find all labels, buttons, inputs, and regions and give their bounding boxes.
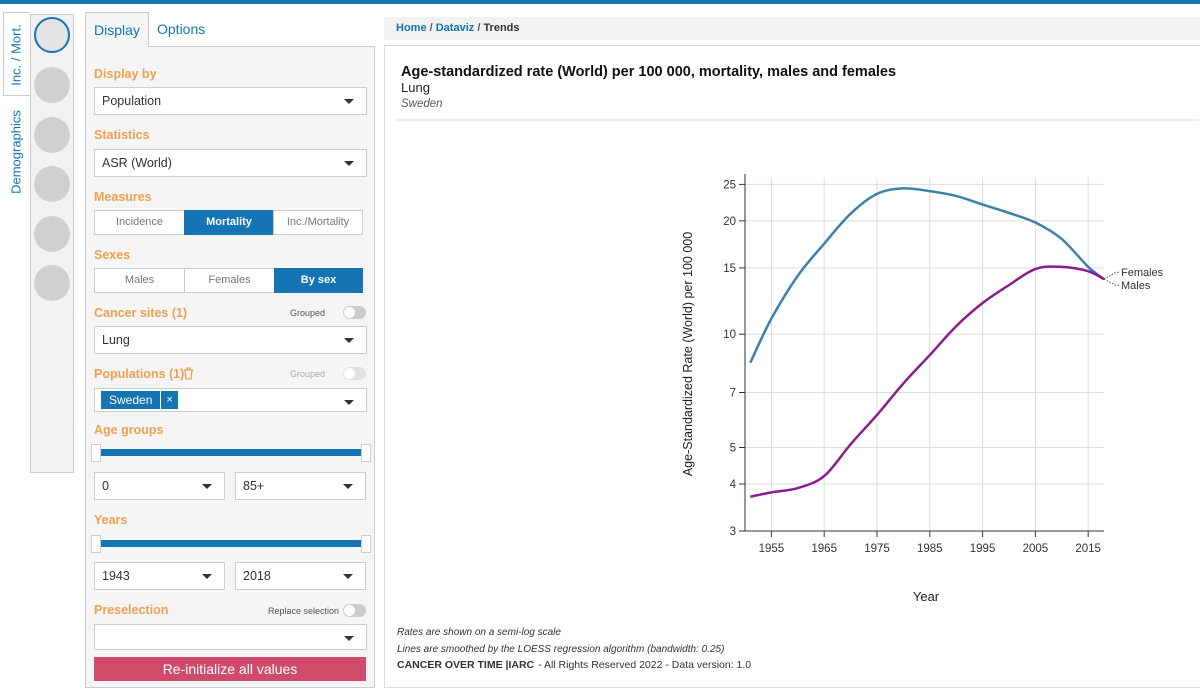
series-line	[749, 187, 1105, 364]
field-label: Age groups	[94, 423, 164, 437]
y-tick-label: 3	[730, 526, 736, 538]
series-label: Males	[1121, 280, 1151, 292]
segment-button[interactable]: Males	[94, 268, 185, 293]
select[interactable]	[94, 624, 367, 650]
x-tick-label: 2005	[1023, 543, 1049, 555]
breadcrumb-link[interactable]: Dataviz	[435, 22, 475, 34]
side-tab[interactable]: Inc. / Mort.	[8, 24, 24, 86]
series-label: Females	[1121, 267, 1164, 279]
footer-text: - All Rights Reserved 2022 - Data versio…	[538, 659, 751, 671]
view-icon[interactable]	[34, 67, 70, 103]
field-label: Populations (1)	[94, 367, 185, 381]
select[interactable]: ASR (World)	[94, 149, 367, 177]
y-tick-label: 5	[730, 442, 736, 454]
x-tick-label: 1975	[864, 543, 890, 555]
x-tick-label: 1995	[970, 543, 996, 555]
x-axis-label: Year	[913, 589, 940, 604]
select[interactable]: Population	[94, 87, 367, 115]
toggle[interactable]	[343, 604, 366, 617]
chart-title: Age-standardized rate (World) per 100 00…	[401, 64, 896, 80]
toggle-label: Grouped	[289, 308, 325, 318]
select[interactable]: 1943	[94, 562, 225, 590]
breadcrumb-current: Trends	[483, 22, 520, 34]
slider-handle[interactable]	[361, 535, 371, 553]
panel-tab-active[interactable]: Display	[85, 12, 149, 47]
view-icon[interactable]	[34, 17, 70, 53]
segment-button[interactable]: Mortality	[184, 210, 274, 235]
toggle[interactable]	[343, 306, 366, 319]
select[interactable]: 85+	[235, 472, 366, 500]
field-label: Sexes	[94, 248, 131, 262]
range-slider[interactable]	[91, 535, 371, 553]
y-tick-label: 15	[723, 263, 736, 275]
label-leader	[1103, 271, 1120, 280]
side-tab[interactable]: Demographics	[8, 110, 24, 194]
field-label: Cancer sites (1)	[94, 306, 188, 320]
y-tick-label: 10	[723, 329, 736, 341]
toggle-label: Replace selection	[267, 606, 339, 616]
trash-icon[interactable]	[183, 367, 194, 380]
tag-remove[interactable]: ×	[160, 391, 173, 409]
view-icon[interactable]	[34, 265, 70, 301]
chart-subtitle: Lung	[401, 80, 430, 95]
y-tick-label: 20	[723, 216, 736, 228]
field-label: Display by	[94, 67, 157, 81]
chart-note: Lines are smoothed by the LOESS regressi…	[397, 644, 724, 655]
view-icon[interactable]	[34, 216, 70, 252]
y-tick-label: 25	[723, 179, 736, 191]
range-slider[interactable]	[91, 444, 371, 462]
select[interactable]: 0	[94, 472, 225, 500]
breadcrumb: Home / Dataviz / Trends	[384, 17, 1200, 40]
select[interactable]: Lung	[94, 326, 367, 354]
chart-note: Rates are shown on a semi-log scale	[397, 627, 561, 638]
segment-button[interactable]: Inc./Mortality	[273, 210, 363, 235]
chart-panel	[384, 45, 1200, 688]
breadcrumb-link[interactable]: Home	[396, 22, 427, 34]
slider-handle[interactable]	[91, 444, 101, 462]
toggle-label: Grouped	[289, 369, 325, 379]
chart-population: Sweden	[401, 98, 443, 110]
field-label: Measures	[94, 190, 152, 204]
side-tab-active[interactable]	[3, 12, 30, 96]
reset-button[interactable]: Re-initialize all values	[94, 657, 366, 681]
x-tick-label: 1985	[917, 543, 943, 555]
view-icon[interactable]	[34, 117, 70, 153]
select[interactable]: 2018	[235, 562, 366, 590]
segment-button[interactable]: Incidence	[94, 210, 185, 235]
field-label: Years	[94, 513, 128, 527]
footer-brand: CANCER OVER TIME |IARC	[397, 659, 535, 671]
chart: Age-standardized rate (World) per 100 00…	[395, 64, 1199, 671]
x-tick-label: 1965	[811, 543, 837, 555]
view-icon[interactable]	[34, 166, 70, 202]
x-tick-label: 1955	[759, 543, 785, 555]
tag-text: Sweden	[109, 393, 153, 407]
y-tick-label: 4	[730, 479, 737, 491]
y-tick-label: 7	[730, 387, 736, 399]
segment-button[interactable]: By sex	[274, 268, 363, 293]
slider-handle[interactable]	[361, 444, 371, 462]
selected-tag: Sweden ×	[101, 391, 178, 409]
label-leader	[1103, 278, 1120, 286]
x-tick-label: 2015	[1075, 543, 1101, 555]
y-axis-label: Age-Standardized Rate (World) per 100 00…	[681, 232, 695, 476]
panel-tab[interactable]: Options	[157, 21, 206, 37]
series-line	[750, 265, 1105, 498]
toggle	[343, 367, 366, 380]
chart-footer: CANCER OVER TIME |IARC - All Rights Reser…	[397, 659, 751, 671]
slider-handle[interactable]	[91, 535, 101, 553]
field-label: Preselection	[94, 603, 169, 617]
top-bar	[0, 0, 1200, 4]
segment-button[interactable]: Females	[184, 268, 275, 293]
field-label: Statistics	[94, 128, 150, 142]
